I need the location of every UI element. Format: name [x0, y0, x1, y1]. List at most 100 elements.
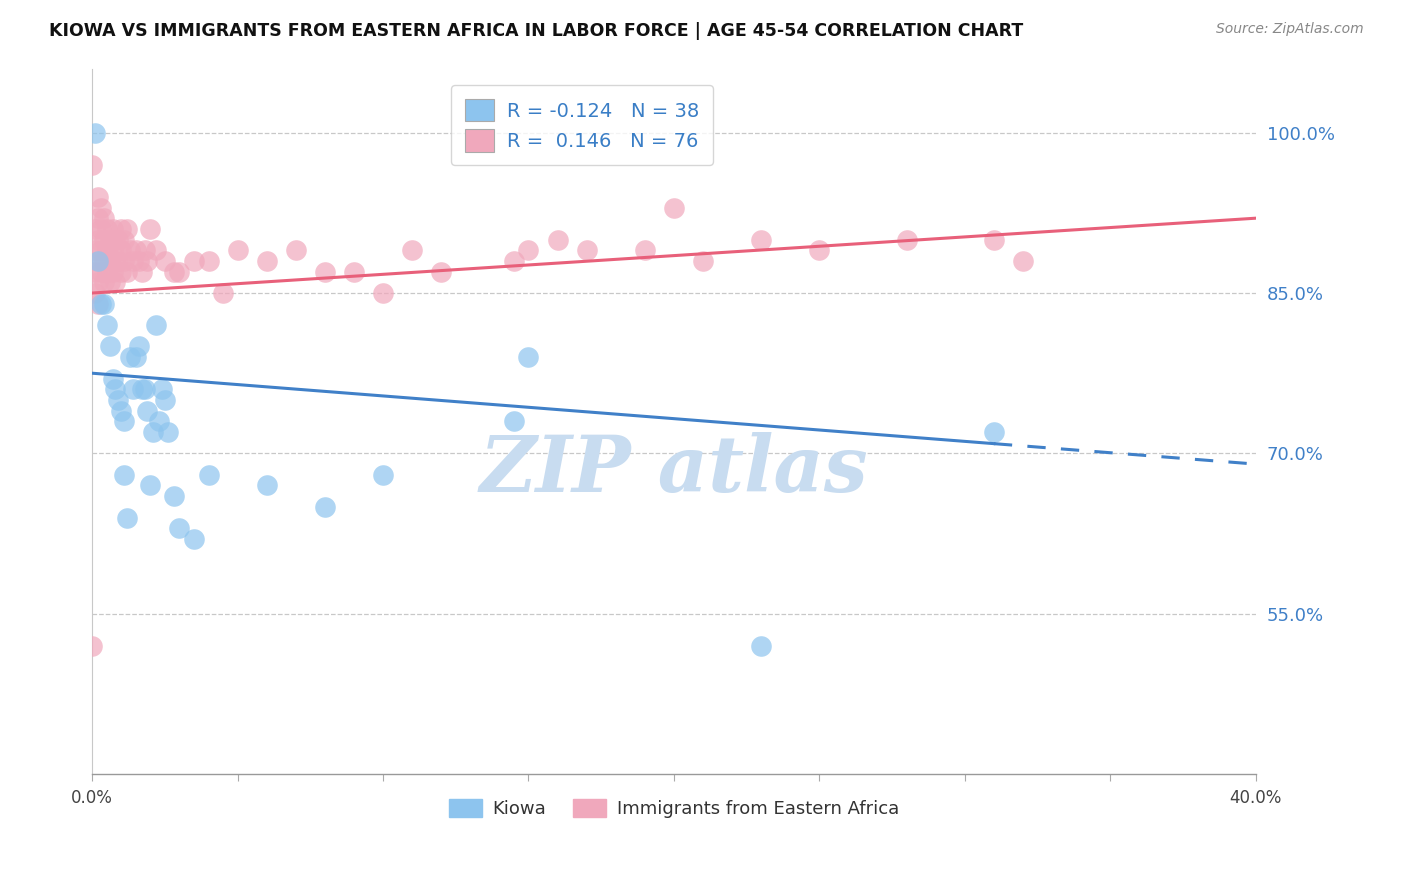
Point — [87, 296, 110, 310]
Point — [115, 265, 138, 279]
Point — [183, 254, 205, 268]
Point — [98, 254, 121, 268]
Point — [134, 382, 156, 396]
Point — [90, 265, 112, 279]
Text: KIOWA VS IMMIGRANTS FROM EASTERN AFRICA IN LABOR FORCE | AGE 45-54 CORRELATION C: KIOWA VS IMMIGRANTS FROM EASTERN AFRICA … — [49, 22, 1024, 40]
Point — [98, 276, 121, 290]
Point — [93, 233, 115, 247]
Point — [84, 244, 107, 258]
Point — [401, 244, 423, 258]
Point — [169, 265, 191, 279]
Point — [256, 254, 278, 268]
Point — [162, 265, 184, 279]
Point — [112, 467, 135, 482]
Point — [87, 211, 110, 226]
Point — [122, 382, 145, 396]
Point — [156, 425, 179, 439]
Point — [84, 265, 107, 279]
Point — [84, 126, 107, 140]
Point — [142, 425, 165, 439]
Point — [98, 339, 121, 353]
Point — [983, 233, 1005, 247]
Point — [145, 244, 167, 258]
Point — [87, 276, 110, 290]
Point — [314, 500, 336, 514]
Point — [110, 265, 132, 279]
Point — [131, 265, 153, 279]
Point — [749, 233, 772, 247]
Point — [112, 254, 135, 268]
Point — [82, 639, 104, 653]
Point — [110, 222, 132, 236]
Point — [101, 222, 124, 236]
Point — [197, 254, 219, 268]
Point — [90, 244, 112, 258]
Point — [136, 254, 159, 268]
Point — [104, 254, 127, 268]
Point — [148, 414, 170, 428]
Point — [93, 254, 115, 268]
Point — [96, 265, 118, 279]
Point — [145, 318, 167, 332]
Point — [139, 222, 162, 236]
Point — [183, 532, 205, 546]
Point — [84, 222, 107, 236]
Point — [662, 201, 685, 215]
Point — [84, 286, 107, 301]
Point — [139, 478, 162, 492]
Point — [226, 244, 249, 258]
Point — [134, 244, 156, 258]
Point — [87, 254, 110, 268]
Point — [749, 639, 772, 653]
Point — [96, 222, 118, 236]
Point — [87, 190, 110, 204]
Point — [150, 382, 173, 396]
Point — [153, 392, 176, 407]
Point — [87, 233, 110, 247]
Point — [96, 244, 118, 258]
Point — [87, 254, 110, 268]
Point — [808, 244, 831, 258]
Point — [575, 244, 598, 258]
Point — [104, 233, 127, 247]
Point — [107, 233, 129, 247]
Point — [118, 350, 141, 364]
Point — [101, 244, 124, 258]
Point — [153, 254, 176, 268]
Point — [112, 414, 135, 428]
Point — [98, 233, 121, 247]
Point — [104, 382, 127, 396]
Point — [101, 371, 124, 385]
Point — [125, 350, 148, 364]
Point — [256, 478, 278, 492]
Point — [128, 254, 150, 268]
Point — [125, 244, 148, 258]
Point — [122, 254, 145, 268]
Point — [162, 489, 184, 503]
Point — [90, 296, 112, 310]
Point — [93, 211, 115, 226]
Point — [371, 467, 394, 482]
Point — [110, 403, 132, 417]
Point — [118, 244, 141, 258]
Point — [110, 244, 132, 258]
Point — [517, 244, 540, 258]
Point — [983, 425, 1005, 439]
Point — [503, 254, 526, 268]
Point — [115, 510, 138, 524]
Point — [634, 244, 657, 258]
Point — [547, 233, 569, 247]
Point — [82, 158, 104, 172]
Point — [90, 222, 112, 236]
Point — [314, 265, 336, 279]
Point — [284, 244, 307, 258]
Point — [212, 286, 235, 301]
Text: ZIP atlas: ZIP atlas — [479, 433, 869, 509]
Point — [343, 265, 366, 279]
Legend: Kiowa, Immigrants from Eastern Africa: Kiowa, Immigrants from Eastern Africa — [441, 791, 905, 825]
Point — [128, 339, 150, 353]
Point — [107, 254, 129, 268]
Point — [197, 467, 219, 482]
Point — [131, 382, 153, 396]
Point — [107, 392, 129, 407]
